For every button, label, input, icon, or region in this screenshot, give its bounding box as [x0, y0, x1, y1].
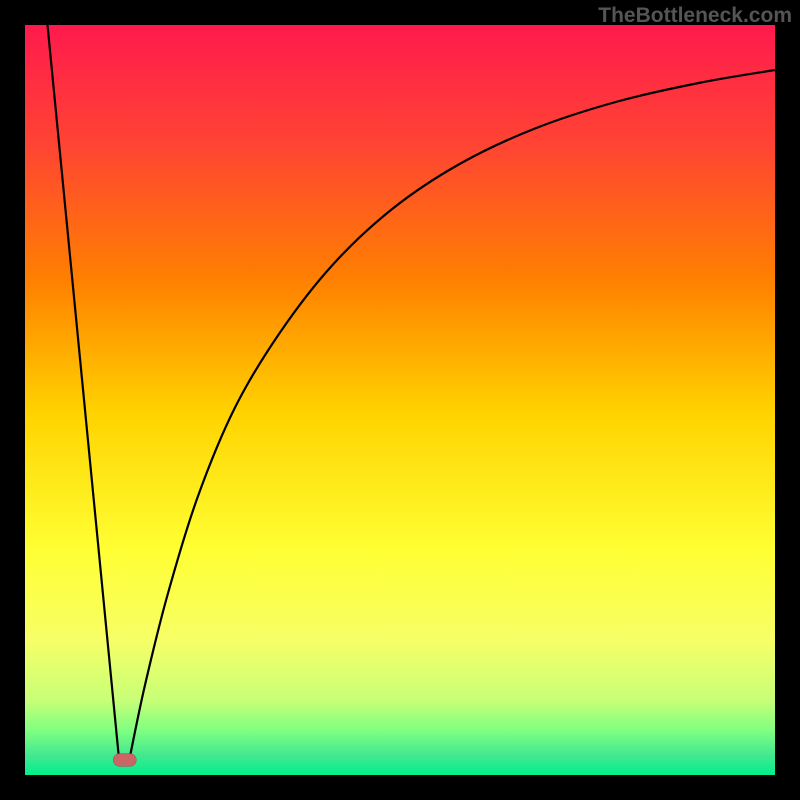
dip-marker [113, 754, 136, 767]
chart-svg [25, 25, 775, 775]
gradient-background [25, 25, 775, 775]
chart-container: TheBottleneck.com [0, 0, 800, 800]
watermark-text: TheBottleneck.com [598, 4, 792, 28]
plot-area [25, 25, 775, 775]
